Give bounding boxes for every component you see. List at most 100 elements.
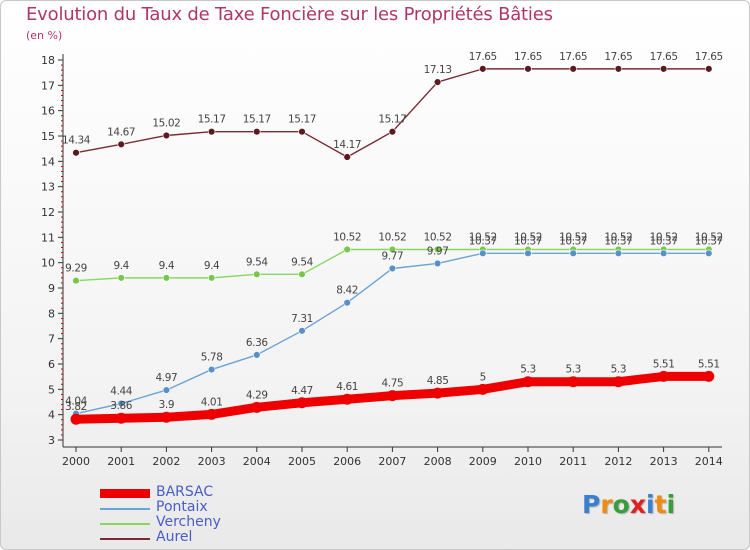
data-label: 5.3 [611, 364, 627, 376]
x-tick-label: 2006 [333, 455, 361, 468]
data-label: 9.54 [291, 256, 313, 268]
data-label: 4.04 [65, 396, 87, 408]
data-label: 14.67 [107, 126, 135, 138]
x-tick-label: 2003 [198, 455, 226, 468]
data-label: 9.4 [113, 260, 129, 272]
data-label: 8.42 [336, 285, 358, 297]
data-label: 10.52 [604, 231, 632, 243]
x-tick-label: 2013 [650, 455, 678, 468]
y-tick-label: 10 [41, 257, 55, 270]
y-tick-label: 4 [48, 409, 55, 422]
proxiti-logo: Proxiti [582, 490, 675, 519]
data-point [612, 376, 624, 388]
x-tick-label: 2009 [469, 455, 497, 468]
data-label: 3.82 [65, 401, 87, 413]
data-point [117, 274, 125, 282]
data-label: 10.52 [424, 231, 452, 243]
data-label: 17.65 [695, 51, 723, 63]
data-label: 17.65 [469, 51, 497, 63]
data-point [703, 370, 715, 382]
data-label: 15.17 [243, 114, 271, 126]
data-point [388, 245, 397, 254]
data-label: 14.34 [62, 135, 91, 147]
data-point [72, 276, 80, 285]
data-point [162, 386, 171, 394]
data-point [433, 259, 442, 268]
data-label: 9.97 [427, 245, 449, 257]
data-label: 10.37 [514, 235, 542, 247]
data-label: 6.36 [246, 337, 268, 349]
data-label: 17.65 [514, 51, 542, 63]
data-point [659, 65, 668, 73]
data-label: 9.4 [159, 260, 175, 272]
data-label: 15.02 [152, 117, 180, 129]
data-point [569, 65, 577, 73]
y-tick-label: 5 [48, 383, 55, 396]
x-tick-label: 2005 [288, 455, 316, 468]
legend-swatch [100, 508, 150, 510]
legend-label: Aurel [156, 529, 193, 545]
y-tick-label: 16 [41, 105, 55, 118]
data-point [705, 65, 713, 73]
x-tick-label: 2001 [107, 455, 135, 468]
data-point [253, 270, 261, 279]
data-point [207, 274, 216, 282]
data-label: 4.47 [291, 385, 313, 397]
x-tick-label: 2004 [243, 455, 271, 468]
logo-letter: t [654, 490, 667, 519]
x-tick-label: 2012 [604, 455, 632, 468]
logo-letter: x [629, 490, 646, 519]
data-point [479, 249, 487, 257]
y-tick-label: 9 [48, 282, 55, 295]
data-label: 10.37 [604, 235, 632, 247]
y-tick-label: 14 [41, 155, 55, 168]
x-tick-label: 2007 [378, 455, 406, 468]
data-point [567, 376, 579, 388]
data-label: 9.4 [204, 260, 220, 272]
data-label: 4.01 [201, 396, 223, 408]
data-label: 10.52 [650, 231, 678, 243]
data-label: 5.51 [653, 358, 675, 370]
data-label: 10.37 [559, 235, 587, 247]
data-label: 5.3 [565, 364, 581, 376]
data-point [524, 65, 532, 73]
data-point [388, 264, 397, 273]
data-point [479, 65, 487, 73]
data-point [705, 249, 713, 257]
data-label: 10.52 [514, 231, 542, 243]
data-label: 10.37 [469, 235, 497, 247]
logo-letter: i [666, 490, 676, 519]
legend-swatch [100, 523, 150, 525]
legend-label: Pontaix [156, 499, 208, 515]
data-label: 10.52 [695, 231, 723, 243]
data-label: 9.29 [65, 263, 87, 275]
data-label: 3.86 [110, 400, 132, 412]
data-point [253, 127, 261, 136]
data-label: 3.9 [159, 399, 175, 411]
data-label: 10.52 [469, 231, 497, 243]
data-point [115, 412, 127, 424]
y-tick-label: 3 [48, 434, 55, 447]
y-tick-label: 12 [41, 206, 55, 219]
data-point [477, 383, 489, 395]
data-label: 5.51 [698, 358, 720, 370]
data-label: 15.17 [378, 114, 406, 126]
logo-letter: r [600, 490, 613, 519]
data-point [386, 390, 398, 402]
data-point [343, 298, 351, 307]
data-label: 5.3 [520, 364, 536, 376]
data-point [658, 370, 670, 382]
data-point [162, 274, 171, 282]
data-label: 5.78 [201, 352, 223, 364]
data-point [207, 127, 216, 136]
x-tick-label: 2014 [695, 455, 723, 468]
x-tick-label: 2000 [62, 455, 90, 468]
data-label: 5 [480, 371, 486, 383]
data-point [70, 413, 82, 425]
y-tick-label: 8 [48, 307, 55, 320]
data-point [432, 387, 444, 399]
data-point [388, 127, 397, 136]
data-point [117, 140, 125, 149]
x-tick-label: 2011 [559, 455, 587, 468]
